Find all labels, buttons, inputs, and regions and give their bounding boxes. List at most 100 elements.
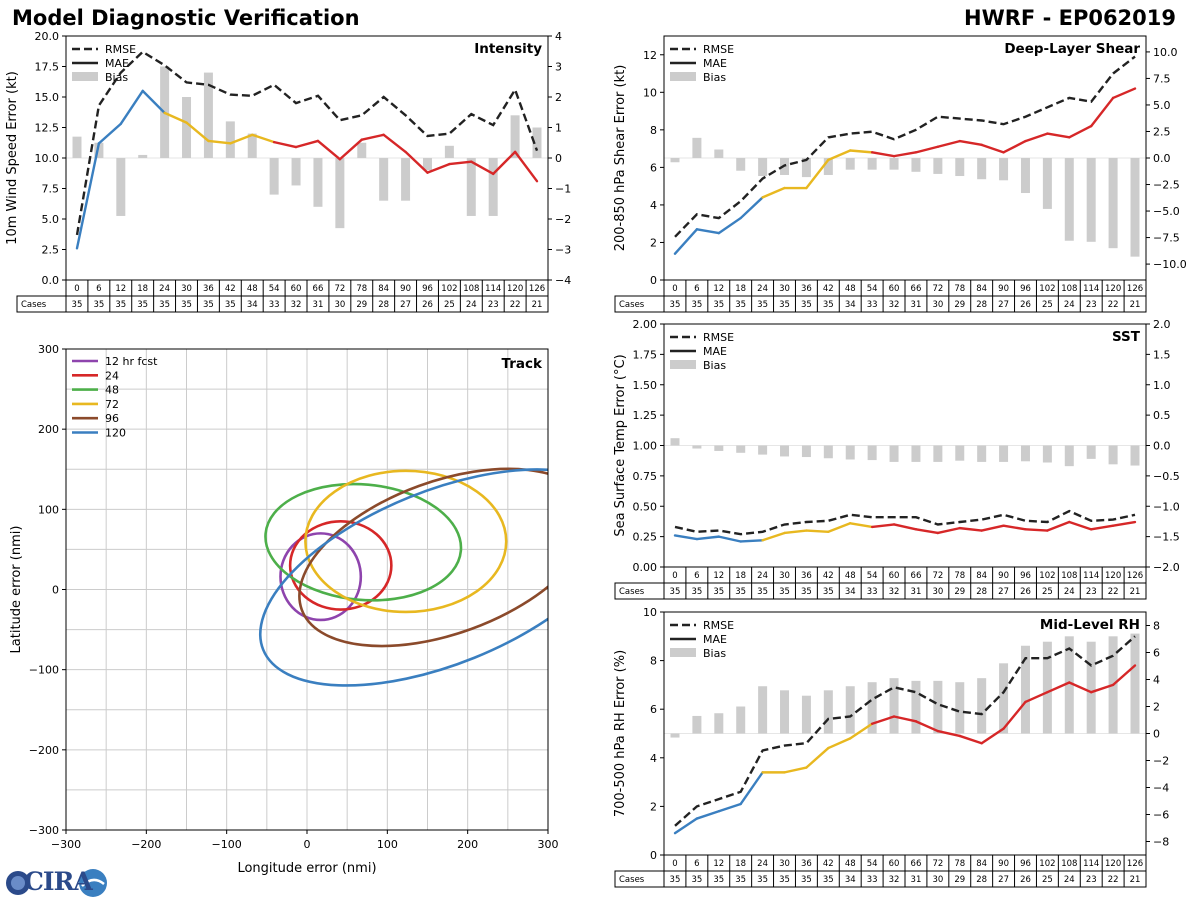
bias-bar (291, 158, 301, 186)
mae-segment (936, 139, 961, 148)
legend-bias-swatch (670, 72, 696, 81)
bias-bar (977, 158, 987, 180)
hour-cell: 48 (845, 571, 856, 581)
cases-row (16, 295, 549, 313)
mae-segment (1024, 528, 1049, 532)
hour-cell: 18 (735, 859, 746, 869)
mae-segment (695, 228, 721, 235)
hour-cell: 72 (334, 284, 345, 294)
y-tick-label: 10.0 (35, 152, 60, 165)
y-tick-label: 0.75 (633, 470, 658, 483)
y-tick-label: 2 (650, 236, 657, 249)
mae-segment (827, 522, 852, 533)
y-tick-label: 0 (650, 274, 657, 287)
cases-cell: 26 (422, 300, 433, 310)
cases-cell: 29 (954, 875, 965, 885)
hour-cell: 42 (823, 571, 834, 581)
y-tick-label: 0 (650, 849, 657, 862)
y-tick-label: 10 (643, 606, 657, 619)
bias-bar (269, 158, 279, 195)
mae-segment (294, 139, 320, 149)
legend-rmse-label: RMSE (703, 331, 734, 344)
bias-bar (780, 445, 790, 457)
hour-cell: 126 (1127, 284, 1143, 294)
hour-cell: 0 (672, 859, 677, 869)
hour-cell: 120 (507, 284, 523, 294)
legend-mae-label: MAE (105, 57, 129, 70)
cases-cell: 35 (779, 875, 790, 885)
bias-bar (758, 445, 768, 455)
mae-segment (251, 133, 276, 144)
legend-label: 120 (105, 427, 126, 440)
bias-bar (845, 686, 855, 734)
bias-bar (357, 142, 367, 158)
ellipse-group (258, 467, 548, 687)
y2-tick-label: −1.5 (1153, 531, 1180, 544)
hour-cell: 66 (911, 284, 922, 294)
mae-segment (75, 142, 101, 250)
bias-bar (1020, 445, 1030, 462)
hour-cell: 30 (779, 859, 790, 869)
cases-cell: 30 (334, 300, 345, 310)
y2-tick-label: 8 (1153, 620, 1160, 633)
hour-cell: 84 (976, 859, 987, 869)
hour-cell: 84 (976, 284, 987, 294)
hour-cell: 126 (1127, 859, 1143, 869)
hour-cell: 84 (976, 571, 987, 581)
hour-cell: 60 (889, 859, 900, 869)
y-tick-label: 20.0 (35, 30, 60, 43)
bias-bar (116, 158, 126, 216)
y2-tick-label: −2 (1153, 755, 1169, 768)
mae-segment (470, 160, 495, 176)
hour-cell: 72 (932, 284, 943, 294)
hour-cell: 78 (954, 859, 965, 869)
y2-tick-label: 1.0 (1153, 379, 1171, 392)
mae-segment (1089, 524, 1115, 531)
hour-cell: 90 (998, 284, 1009, 294)
rmse-line (75, 50, 539, 236)
y2-tick-label: 0.5 (1153, 409, 1171, 422)
error-ellipse-72 (304, 469, 508, 614)
y-tick-label: 6 (650, 161, 657, 174)
chart-title: Mid-Level RH (1040, 617, 1140, 633)
cases-cell: 24 (466, 300, 477, 310)
mae-segment (980, 143, 1005, 154)
cases-cell: 33 (269, 300, 280, 310)
y-tick-label: 1.00 (633, 440, 658, 453)
mae-segment (1089, 683, 1115, 694)
cases-cell: 23 (1086, 875, 1097, 885)
hour-cell: 78 (356, 284, 367, 294)
y-tick-label: 2.00 (633, 318, 658, 331)
x-tick-label: −200 (131, 838, 161, 851)
cases-cell: 35 (735, 587, 746, 597)
hour-cell: 12 (713, 859, 724, 869)
cases-cell: 35 (735, 875, 746, 885)
mae-segment (272, 140, 298, 149)
bias-bar (977, 678, 987, 734)
cases-cell: 34 (845, 300, 856, 310)
rmse-line (674, 635, 1136, 827)
cases-cell: 21 (1130, 875, 1141, 885)
cases-cell: 32 (889, 875, 900, 885)
hour-cell: 30 (779, 571, 790, 581)
hour-cell: 42 (823, 859, 834, 869)
y2-tick-label: 0.0 (1153, 152, 1171, 165)
legend-label: 48 (105, 384, 119, 397)
y2-tick-label: −6 (1153, 809, 1169, 822)
cases-cell: 25 (1042, 587, 1053, 597)
cases-cell: 26 (1020, 587, 1031, 597)
y-tick-label: 200 (38, 423, 59, 436)
y-tick-label: 4 (650, 199, 657, 212)
cases-cell: 33 (867, 300, 878, 310)
bias-bar (225, 121, 235, 158)
mae-segment (207, 139, 232, 145)
cases-cell: 33 (867, 587, 878, 597)
cases-label: Cases (619, 875, 645, 885)
hour-cell: 12 (713, 571, 724, 581)
hour-cell: 6 (694, 859, 699, 869)
bias-bar (466, 158, 476, 216)
mae-segment (1046, 681, 1071, 694)
error-ellipse-24 (288, 520, 393, 611)
y-tick-label: 0.0 (42, 274, 60, 287)
y2-tick-label: 2 (555, 91, 562, 104)
